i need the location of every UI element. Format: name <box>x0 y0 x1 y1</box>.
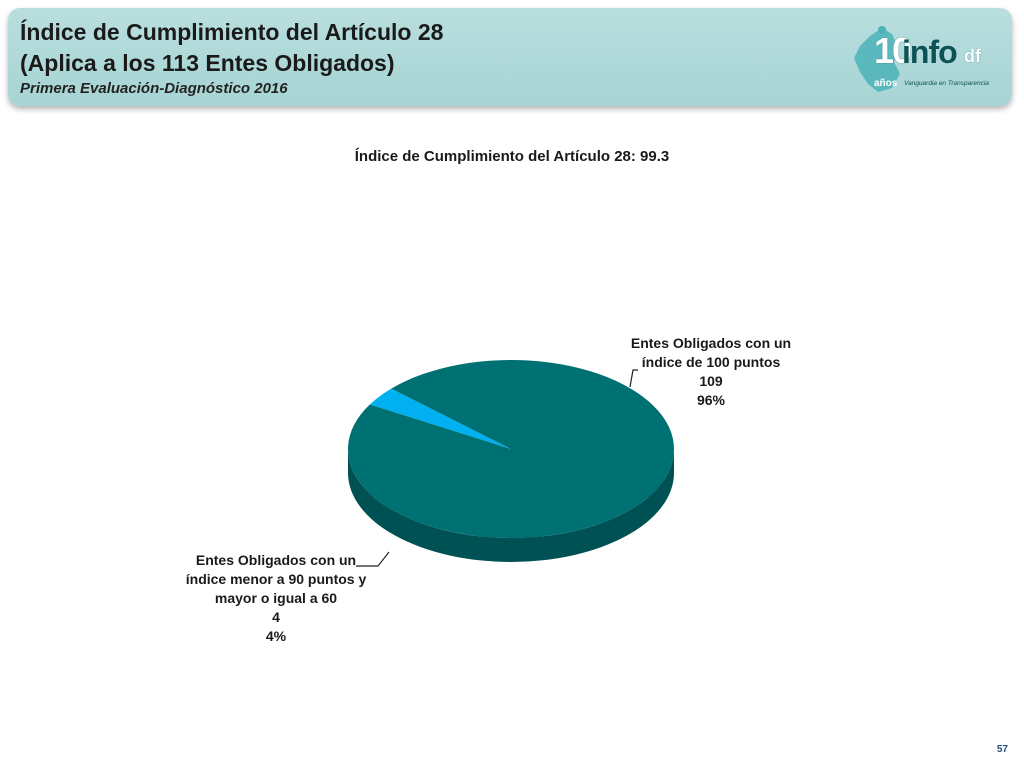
page-subtitle: Primera Evaluación-Diagnóstico 2016 <box>20 80 288 97</box>
infodf-logo: 10 info df años Vanguardia en Transparen… <box>848 22 998 102</box>
slice-label-100-points: Entes Obligados con un índice de 100 pun… <box>606 334 816 410</box>
slice-label-line: mayor o igual a 60 <box>214 590 338 606</box>
slice-label-line: índice menor a 90 puntos y <box>185 571 367 587</box>
slice-label-below-90-points: Entes Obligados con un índice menor a 90… <box>178 551 374 646</box>
slice-label-line: Entes Obligados con un <box>630 335 792 351</box>
slice-value: 4 <box>272 609 280 625</box>
slice-value: 109 <box>699 373 723 389</box>
slice-label-line: índice de 100 puntos <box>641 354 781 370</box>
slice-side-100-points <box>348 449 674 562</box>
logo-years: años <box>874 78 898 89</box>
logo-number: 10 <box>874 30 912 71</box>
slice-percent: 96% <box>696 392 726 408</box>
slice-percent: 4% <box>265 628 287 644</box>
page-number: 57 <box>996 744 1008 755</box>
chart-title: Índice de Cumplimiento del Artículo 28: … <box>354 148 670 165</box>
logo-suffix: df <box>964 46 981 66</box>
header-banner: Índice de Cumplimiento del Artículo 28 (… <box>8 8 1012 106</box>
page-title-line-2: (Aplica a los 113 Entes Obligados) <box>20 50 395 76</box>
leader-line-below-90-points <box>356 551 390 567</box>
map-silhouette-icon <box>854 26 900 92</box>
page-title: Índice de Cumplimiento del Artículo 28 <box>20 19 444 45</box>
leader-line-100-points <box>629 369 638 388</box>
logo-tagline: Vanguardia en Transparencia <box>904 80 989 87</box>
slice-label-line: Entes Obligados con un <box>195 552 357 568</box>
slice-below-90-points <box>369 388 511 449</box>
slice-100-points <box>348 360 674 538</box>
logo-brand: info <box>902 34 958 70</box>
